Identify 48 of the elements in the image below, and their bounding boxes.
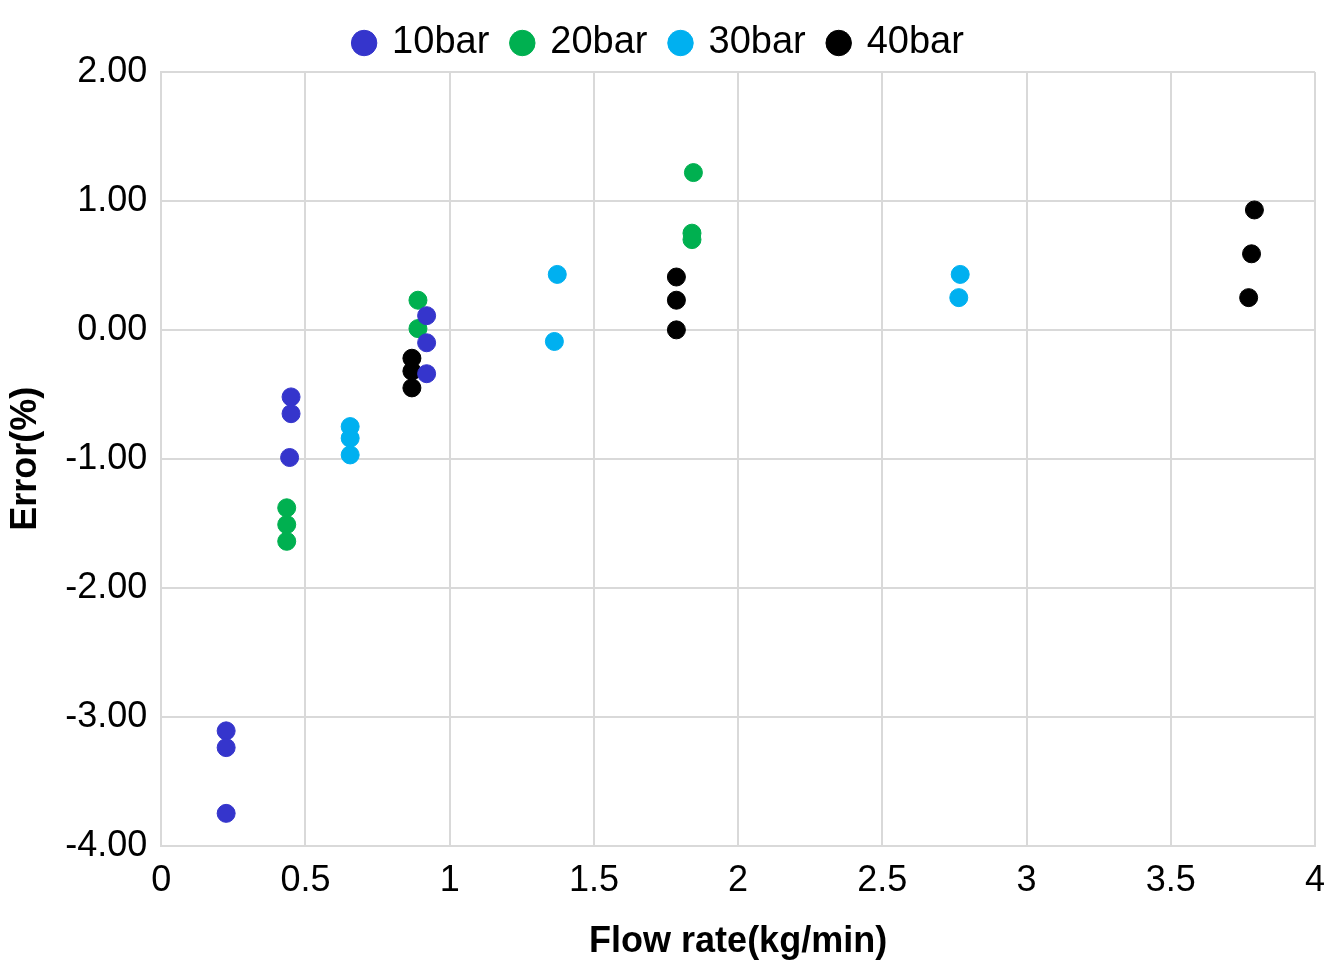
x-tick-label: 0.5: [280, 858, 331, 900]
point: [950, 264, 970, 284]
point: [216, 738, 236, 758]
point: [544, 331, 564, 351]
point: [683, 163, 703, 183]
y-tick-label: 1.00: [77, 177, 148, 219]
point: [1244, 200, 1264, 220]
point: [277, 498, 297, 518]
x-tick-label: 1.5: [568, 858, 619, 900]
point: [666, 267, 686, 287]
x-tick-label: 2: [728, 858, 749, 900]
point: [216, 721, 236, 741]
point: [1242, 244, 1262, 264]
point: [402, 378, 422, 398]
x-tick-label: 2.5: [857, 858, 908, 900]
point: [666, 320, 686, 340]
y-tick-label: -3.00: [65, 693, 148, 735]
point: [281, 387, 301, 407]
point: [949, 288, 969, 308]
point: [417, 306, 437, 326]
point: [1239, 288, 1259, 308]
legend-label: 30bar: [708, 19, 807, 62]
point: [408, 290, 428, 310]
point: [281, 404, 301, 424]
point: [417, 364, 437, 384]
point: [666, 290, 686, 310]
y-tick-label: -1.00: [65, 435, 148, 477]
x-tick-label: 4: [1304, 858, 1325, 900]
point: [277, 515, 297, 535]
point: [280, 448, 300, 468]
point: [417, 333, 437, 353]
x-tick-label: 3.5: [1145, 858, 1196, 900]
x-axis-title: Flow rate(kg/min): [589, 919, 888, 961]
y-tick-label: 2.00: [77, 48, 148, 90]
y-tick-label: -2.00: [65, 564, 148, 606]
legend-label: 40bar: [866, 19, 965, 62]
legend-label: 10bar: [392, 19, 490, 62]
legend-label: 20bar: [550, 19, 648, 62]
point: [216, 803, 236, 823]
point: [277, 531, 297, 551]
x-tick-label: 0: [151, 858, 172, 900]
y-tick-label: 0.00: [77, 306, 148, 348]
x-tick-label: 1: [439, 858, 460, 900]
y-axis-title: Error(%): [2, 386, 44, 531]
point: [547, 264, 567, 284]
x-tick-label: 3: [1016, 858, 1037, 900]
point: [340, 445, 360, 465]
y-tick-label: -4.00: [65, 822, 148, 864]
